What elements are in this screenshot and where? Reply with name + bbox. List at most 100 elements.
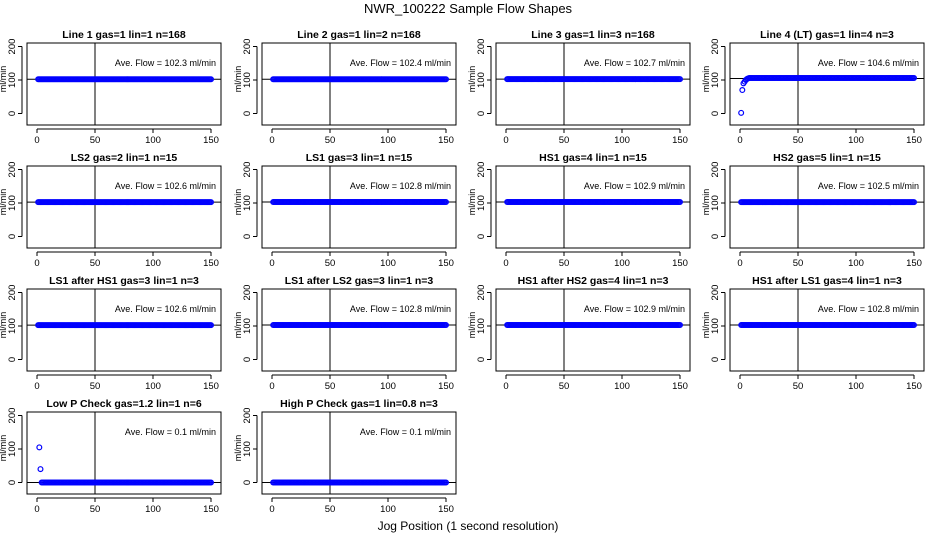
x-tick-label: 0 [269,381,274,392]
x-tick-label: 50 [793,258,804,269]
panel-title: Line 2 gas=1 lin=2 n=168 [297,29,421,41]
y-tick-label: 100 [7,195,18,211]
average-flow-label: Ave. Flow = 0.1 ml/min [125,427,216,437]
x-tick-label: 0 [34,258,39,269]
data-point [739,87,746,94]
x-tick-label: 50 [559,135,570,146]
x-tick-label: 150 [438,504,454,515]
y-tick-label: 0 [242,111,253,116]
x-tick-label: 0 [34,135,39,146]
panel-title: LS1 after HS1 gas=3 lin=1 n=3 [49,275,199,287]
y-tick-label: 200 [710,162,721,178]
data-point [208,479,215,486]
plot-frame [261,411,457,495]
x-tick-label: 50 [325,258,336,269]
data-point [37,466,44,473]
panel-title: HS1 after LS1 gas=4 lin=1 n=3 [752,275,902,287]
x-tick-label: 150 [203,135,219,146]
average-flow-label: Ave. Flow = 102.5 ml/min [818,181,919,191]
y-tick-label: 100 [476,72,487,88]
y-tick-label: 200 [242,285,253,301]
y-tick-label: 200 [476,285,487,301]
plot-frame [26,288,222,372]
y-axis-title: ml/min [0,312,8,339]
panel-title: LS1 gas=3 lin=1 n=15 [306,152,413,164]
x-tick-label: 150 [203,504,219,515]
x-tick-label: 100 [848,258,864,269]
y-axis-title: ml/min [233,312,243,339]
y-tick-label: 200 [7,408,18,424]
plot-frame [261,165,457,249]
y-tick-label: 0 [476,111,487,116]
panel-title: Low P Check gas=1.2 lin=1 n=6 [46,398,201,410]
average-flow-label: Ave. Flow = 102.9 ml/min [584,304,685,314]
x-tick-label: 100 [614,258,630,269]
y-tick-label: 200 [242,39,253,55]
x-tick-label: 0 [34,504,39,515]
y-tick-label: 100 [7,441,18,457]
y-tick-label: 100 [242,441,253,457]
y-tick-label: 100 [7,318,18,334]
chart-panel-1: Line 1 gas=1 lin=1 n=168 Ave. Flow = 102.… [0,29,222,146]
y-tick-label: 200 [7,285,18,301]
plot-frame [729,42,925,126]
data-point [910,322,917,329]
average-flow-label: Ave. Flow = 102.9 ml/min [584,181,685,191]
panel-title: HS1 after HS2 gas=4 lin=1 n=3 [518,275,669,287]
y-tick-label: 0 [242,357,253,362]
y-tick-label: 0 [7,480,18,485]
x-tick-label: 0 [34,381,39,392]
y-tick-label: 0 [710,234,721,239]
x-tick-label: 100 [614,381,630,392]
average-flow-label: Ave. Flow = 102.6 ml/min [115,304,216,314]
average-flow-label: Ave. Flow = 102.8 ml/min [350,181,451,191]
panel-title: LS2 gas=2 lin=1 n=15 [71,152,178,164]
x-tick-label: 0 [737,135,742,146]
x-tick-label: 0 [503,381,508,392]
panel-title: Line 1 gas=1 lin=1 n=168 [62,29,186,41]
data-point [36,444,43,451]
y-tick-label: 100 [476,318,487,334]
panel-title: HS1 gas=4 lin=1 n=15 [539,152,647,164]
y-axis-title: ml/min [0,435,8,462]
x-tick-label: 100 [145,381,161,392]
y-tick-label: 0 [242,234,253,239]
chart-panel-6: LS1 gas=3 lin=1 n=15 Ave. Flow = 102.8 ml… [233,152,457,269]
y-tick-label: 100 [476,195,487,211]
x-tick-label: 100 [848,381,864,392]
chart-panel-14: High P Check gas=1 lin=0.8 n=3 Ave. Flow … [233,398,457,515]
data-point [208,76,215,83]
x-tick-label: 0 [737,258,742,269]
y-axis-title: ml/min [467,312,477,339]
x-tick-label: 100 [145,258,161,269]
x-tick-label: 50 [325,135,336,146]
x-tick-label: 150 [203,381,219,392]
y-tick-label: 200 [242,162,253,178]
x-axis-title: Jog Position (1 second resolution) [377,519,559,533]
average-flow-label: Ave. Flow = 102.8 ml/min [350,304,451,314]
x-tick-label: 50 [325,504,336,515]
average-flow-label: Ave. Flow = 104.6 ml/min [818,58,919,68]
x-tick-label: 150 [672,135,688,146]
x-tick-label: 150 [906,135,922,146]
x-tick-label: 100 [380,135,396,146]
plot-frame [26,411,222,495]
y-tick-label: 0 [710,111,721,116]
data-point [676,322,683,329]
average-flow-label: Ave. Flow = 102.4 ml/min [350,58,451,68]
x-tick-label: 150 [906,381,922,392]
x-tick-label: 50 [325,381,336,392]
plot-frame [495,42,691,126]
x-tick-label: 150 [203,258,219,269]
x-tick-label: 0 [269,135,274,146]
chart-panel-11: HS1 after HS2 gas=4 lin=1 n=3 Ave. Flow =… [467,275,691,392]
chart-panel-7: HS1 gas=4 lin=1 n=15 Ave. Flow = 102.9 ml… [467,152,691,269]
x-tick-label: 50 [90,258,101,269]
y-axis-title: ml/min [233,435,243,462]
plot-frame [261,288,457,372]
y-axis-title: ml/min [233,189,243,216]
plot-frame [729,165,925,249]
average-flow-label: Ave. Flow = 102.3 ml/min [115,58,216,68]
y-tick-label: 100 [710,318,721,334]
average-flow-label: Ave. Flow = 102.7 ml/min [584,58,685,68]
